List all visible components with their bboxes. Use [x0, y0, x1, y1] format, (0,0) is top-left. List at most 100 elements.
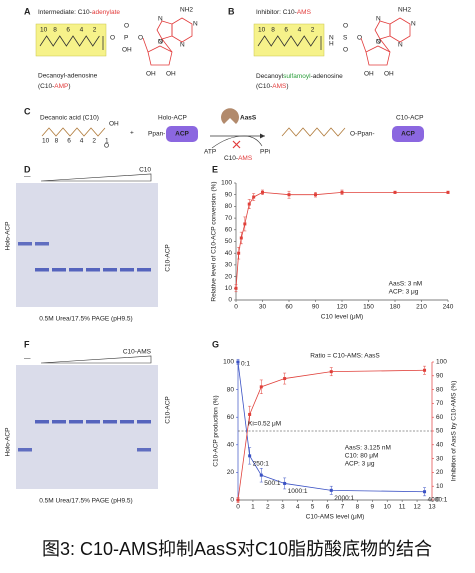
y-tick-label: 0 — [228, 297, 232, 304]
point-label: 500:1 — [264, 480, 281, 487]
chain-number: 8 — [271, 27, 275, 34]
x-tick-label: 3 — [281, 504, 285, 511]
data-point — [283, 377, 287, 381]
chain-number: 8 — [55, 138, 59, 145]
text-part: C10- — [224, 155, 238, 162]
note: ACP: 3 μg — [345, 460, 375, 467]
chain-number: 2 — [311, 27, 315, 34]
enzyme: AasS — [240, 115, 257, 122]
figure-caption: 图3: C10-AMS抑制AasS对C10脂肪酸底物的结合 — [42, 539, 432, 559]
note: AasS: 3 nM — [389, 280, 423, 287]
x-tick-label: 0 — [234, 304, 238, 311]
data-point — [259, 385, 263, 389]
x-tick-label: 150 — [363, 304, 374, 311]
panel-label: C — [24, 106, 31, 116]
atom: OH — [364, 71, 374, 78]
bond — [161, 38, 173, 53]
chain-number: 10 — [40, 27, 48, 34]
panel-label: D — [24, 164, 31, 174]
enzyme-shape — [221, 108, 239, 124]
lane-dash: — — [24, 174, 31, 181]
band — [35, 268, 49, 272]
band — [86, 420, 100, 424]
text-part: AMP — [54, 83, 68, 90]
data-point — [314, 193, 317, 197]
atom: N — [158, 39, 163, 46]
text-part: Intermediate: C10- — [38, 9, 92, 16]
atom: O — [343, 23, 348, 30]
acp: ACP — [175, 131, 189, 138]
x-tick-label: 10 — [384, 504, 392, 511]
inhibit-x — [232, 140, 241, 149]
atom: NH2 — [180, 7, 193, 14]
y-tick-label: 60 — [225, 227, 233, 234]
ppan: O-Ppan- — [350, 131, 375, 138]
gel-caption: 0.5M Urea/17.5% PAGE (pH9.5) — [39, 498, 132, 505]
data-point — [236, 498, 240, 502]
x-tick-label: 7 — [341, 504, 345, 511]
adenine-5ring — [374, 20, 391, 40]
y2-tick-label: 90 — [436, 373, 444, 380]
y2-tick-label: 30 — [436, 455, 444, 462]
band-label: C10-ACP — [165, 396, 172, 423]
y-tick-label: 10 — [225, 285, 233, 292]
acp-box — [166, 126, 198, 142]
ribose-ring — [147, 45, 173, 66]
atom: N — [193, 21, 198, 28]
band — [69, 420, 83, 424]
x-tick-label: 11 — [399, 504, 406, 511]
series-line — [237, 369, 425, 501]
wedge-label: C10 — [139, 167, 151, 174]
x-tick-label: 13 — [428, 504, 436, 511]
data-point — [423, 368, 427, 372]
data-point — [259, 473, 263, 477]
band — [35, 420, 49, 424]
atom: OH — [109, 121, 119, 128]
x-tick-label: 90 — [312, 304, 320, 311]
atom: N — [180, 42, 185, 49]
atom: O — [104, 143, 109, 150]
panel-label: E — [212, 164, 218, 174]
panel-label: G — [212, 339, 219, 349]
y-tick-label: 20 — [225, 273, 233, 280]
x-tick-label: 9 — [370, 504, 374, 511]
chain-number: 6 — [284, 27, 288, 34]
data-point — [248, 454, 252, 458]
band — [18, 448, 32, 452]
highlight-box — [253, 23, 325, 57]
y2-tick-label: 80 — [436, 386, 444, 393]
band — [103, 268, 117, 272]
atom: O — [343, 47, 348, 54]
band-label: C10-ACP — [165, 244, 172, 271]
chain-number: 1 — [105, 138, 109, 145]
carbon-chain — [39, 35, 100, 47]
chain-number: 10 — [42, 138, 50, 145]
band — [69, 268, 83, 272]
acp-box — [392, 126, 424, 142]
data-point — [446, 190, 450, 194]
adenine-6ring — [389, 17, 411, 43]
plus: + — [130, 130, 134, 137]
y2-tick-label: 20 — [436, 469, 444, 476]
text-part: -adenosine — [311, 73, 344, 80]
chain-number: 6 — [66, 27, 70, 34]
holo-label: Holo-ACP — [158, 115, 187, 122]
ppan: Ppan- — [148, 131, 165, 138]
data-point — [340, 190, 344, 194]
data-point — [393, 190, 397, 194]
highlight-box — [35, 23, 107, 57]
x-tick-label: 30 — [259, 304, 267, 311]
bond — [379, 38, 391, 53]
y2-tick-label: 0 — [436, 497, 440, 504]
point-label: 2000:1 — [334, 495, 354, 502]
atom: O — [158, 39, 163, 46]
y-tick-label: 90 — [225, 191, 233, 198]
atom: O — [124, 23, 129, 30]
chain-number: 2 — [92, 138, 96, 145]
band — [137, 420, 151, 424]
atom: H — [329, 41, 334, 48]
data-point — [287, 193, 291, 197]
arrow-head — [260, 133, 265, 139]
band — [52, 268, 66, 272]
